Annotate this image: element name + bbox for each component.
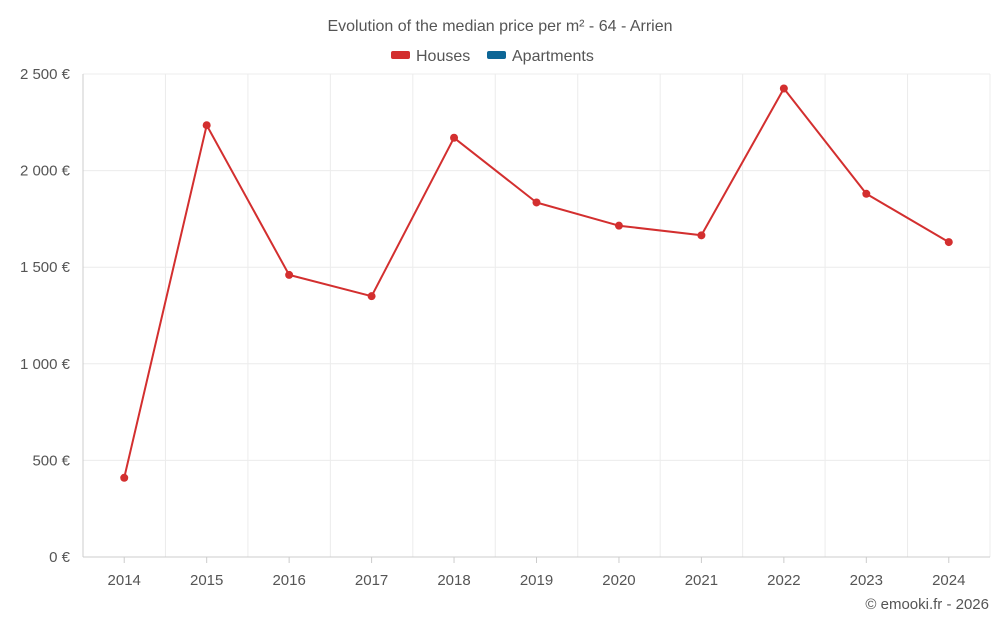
x-tick-label: 2020 (602, 572, 635, 589)
y-tick-label: 1 000 € (20, 356, 71, 373)
x-tick-label: 2016 (272, 572, 305, 589)
data-point-houses[interactable] (779, 84, 788, 93)
data-point-houses[interactable] (614, 221, 623, 230)
legend-item-apartments[interactable]: Apartments (487, 48, 594, 65)
x-tick-label: 2014 (108, 572, 141, 589)
y-tick-label: 0 € (49, 549, 71, 566)
y-tick-label: 1 500 € (20, 259, 71, 276)
data-point-houses[interactable] (697, 231, 706, 240)
data-point-houses[interactable] (285, 270, 294, 279)
data-point-houses[interactable] (202, 121, 211, 130)
series (120, 84, 953, 482)
chart-title: Evolution of the median price per m² - 6… (327, 18, 672, 35)
x-tick-label: 2021 (685, 572, 718, 589)
legend-item-houses[interactable]: Houses (391, 48, 470, 65)
x-tick-label: 2015 (190, 572, 223, 589)
legend-label-apartments: Apartments (512, 48, 594, 65)
data-point-houses[interactable] (120, 473, 129, 482)
y-axis-ticks: 0 € 500 € 1 000 € 1 500 € 2 000 € 2 500 € (20, 66, 71, 566)
data-point-houses[interactable] (944, 238, 953, 247)
legend-swatch-houses (391, 51, 410, 59)
data-point-houses[interactable] (862, 189, 871, 198)
legend-swatch-apartments (487, 51, 506, 59)
legend-label-houses: Houses (416, 48, 470, 65)
x-axis-ticks: 2014 2015 2016 2017 2018 2019 2020 2021 2022 2023… (108, 572, 966, 589)
y-tick-label: 500 € (32, 452, 70, 469)
data-point-houses[interactable] (367, 292, 376, 301)
x-tick-label: 2023 (850, 572, 883, 589)
y-tick-label: 2 000 € (20, 163, 71, 180)
data-point-houses[interactable] (532, 198, 541, 207)
x-tick-label: 2019 (520, 572, 553, 589)
x-tick-label: 2024 (932, 572, 965, 589)
data-point-houses[interactable] (450, 133, 459, 142)
y-tick-label: 2 500 € (20, 66, 71, 83)
x-tick-label: 2017 (355, 572, 388, 589)
credit-text: © emooki.fr - 2026 (865, 596, 989, 613)
legend[interactable]: Houses Apartments (391, 48, 594, 65)
x-tick-label: 2018 (437, 572, 470, 589)
axes (82, 74, 990, 563)
x-tick-label: 2022 (767, 572, 800, 589)
